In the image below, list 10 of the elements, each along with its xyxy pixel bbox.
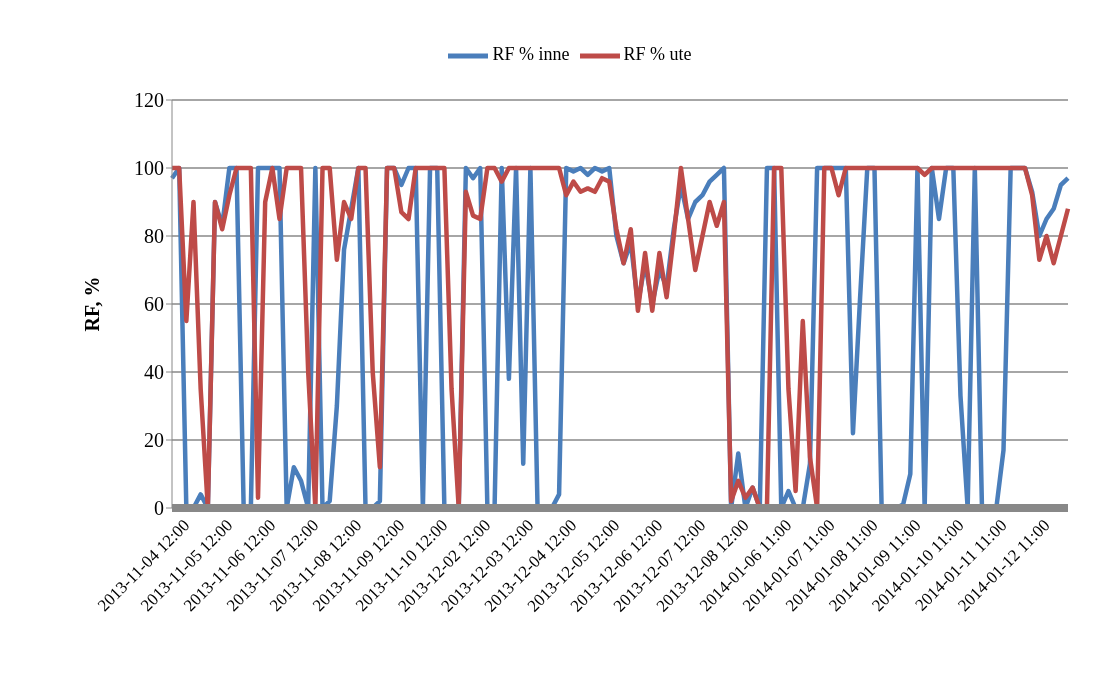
y-tick-label: 20 [144,429,164,452]
legend-label: RF % ute [623,44,692,65]
y-tick-label: 40 [144,361,164,384]
y-tick-label: 60 [144,293,164,316]
y-tick-label: 120 [134,89,164,112]
y-tick-label: 0 [154,497,164,520]
y-axis-title: RF, % [81,276,104,332]
legend-label: RF % inne [492,44,570,65]
y-tick-label: 100 [134,157,164,180]
y-tick-label: 80 [144,225,164,248]
